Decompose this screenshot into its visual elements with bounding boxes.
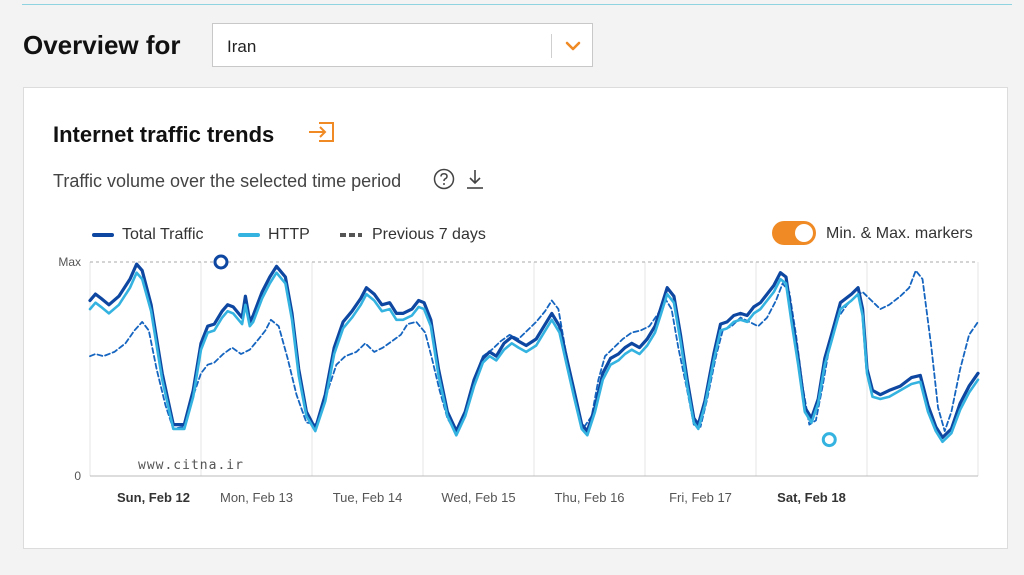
country-select-value: Iran bbox=[227, 37, 257, 56]
legend-previous-label: Previous 7 days bbox=[372, 226, 486, 243]
expand-icon[interactable] bbox=[307, 120, 337, 144]
markers-toggle-label: Min. & Max. markers bbox=[826, 225, 973, 242]
x-tick-label: Fri, Feb 17 bbox=[669, 490, 732, 505]
x-tick-label: Sat, Feb 18 bbox=[777, 490, 846, 505]
x-tick-label: Thu, Feb 16 bbox=[554, 490, 624, 505]
help-icon[interactable] bbox=[433, 168, 455, 190]
download-icon[interactable] bbox=[464, 168, 486, 190]
legend-previous[interactable]: Previous 7 days bbox=[340, 225, 486, 245]
toggle-knob bbox=[795, 224, 813, 242]
legend-total[interactable]: Total Traffic bbox=[92, 225, 204, 245]
x-tick-label: Wed, Feb 15 bbox=[441, 490, 515, 505]
legend-http-swatch bbox=[238, 233, 260, 237]
overview-title: Overview for bbox=[23, 30, 181, 60]
x-tick-label: Mon, Feb 13 bbox=[220, 490, 293, 505]
watermark: www.citna.ir bbox=[138, 458, 244, 473]
card-subtitle: Traffic volume over the selected time pe… bbox=[53, 171, 402, 191]
card-title: Internet traffic trends bbox=[53, 122, 275, 147]
y-tick-label: Max bbox=[58, 255, 81, 269]
min-marker bbox=[821, 432, 837, 448]
x-tick-label: Sun, Feb 12 bbox=[117, 490, 190, 505]
legend-total-label: Total Traffic bbox=[122, 226, 204, 243]
markers-toggle[interactable] bbox=[772, 221, 816, 245]
chevron-down-icon[interactable] bbox=[563, 36, 583, 56]
x-tick-label: Tue, Feb 14 bbox=[333, 490, 403, 505]
legend-total-swatch bbox=[92, 233, 114, 237]
legend-http-label: HTTP bbox=[268, 226, 310, 243]
traffic-card: Internet traffic trends Traffic volume o… bbox=[23, 87, 1008, 549]
legend-http[interactable]: HTTP bbox=[238, 225, 310, 245]
legend-previous-swatch bbox=[340, 233, 362, 237]
series-line-http bbox=[88, 271, 980, 444]
select-divider bbox=[551, 34, 552, 58]
top-strip bbox=[22, 0, 1012, 5]
y-tick-label: 0 bbox=[74, 469, 81, 483]
max-marker bbox=[213, 254, 229, 270]
country-select[interactable]: Iran bbox=[212, 23, 593, 67]
